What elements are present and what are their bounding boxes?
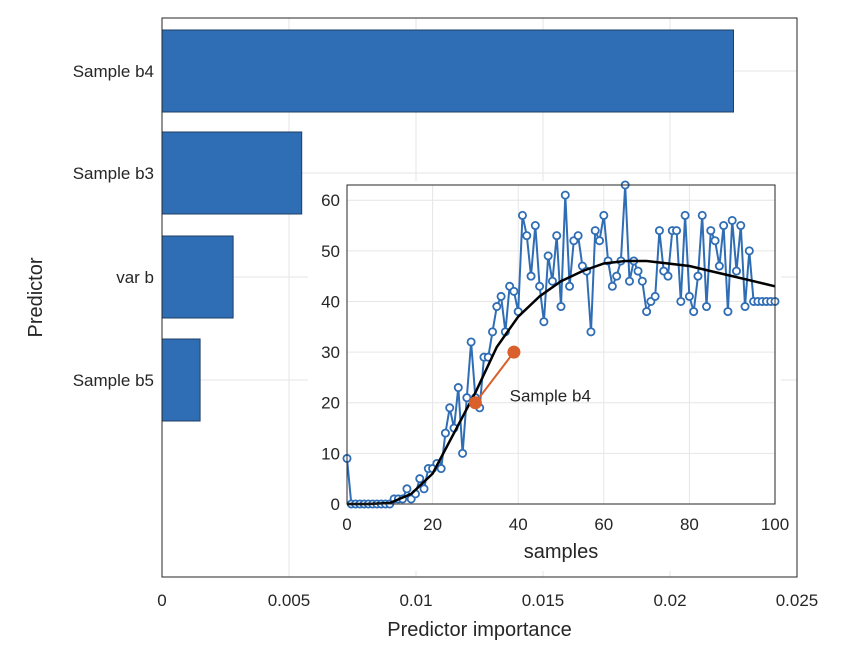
data-point [697,210,707,220]
data-point [496,291,506,301]
data-point [693,271,703,281]
data-point [556,302,566,312]
inset-y-tick-label: 40 [321,292,340,311]
main-x-tick-label: 0.02 [653,591,686,610]
data-point [727,215,737,225]
data-point [612,271,622,281]
data-point [642,307,652,317]
main-y-tick-label: Sample b3 [73,164,154,183]
bar [161,338,201,422]
data-point [676,296,686,306]
main-y-tick-label: Sample b5 [73,371,154,390]
bar [161,29,734,113]
data-point [599,210,609,220]
main-y-axis-label: Predictor [25,257,47,337]
data-point [492,302,502,312]
data-point [624,276,634,286]
highlight-point [507,345,521,359]
data-point [547,276,557,286]
inset-annotation: Sample b4 [510,387,591,406]
data-point [565,281,575,291]
data-point [535,281,545,291]
data-point [633,266,643,276]
data-point [415,474,425,484]
data-point [710,236,720,246]
main-x-tick-label: 0.005 [268,591,311,610]
data-point [740,302,750,312]
data-point [539,317,549,327]
data-point [462,393,472,403]
main-axes-frame [161,17,798,578]
inset-x-tick-label: 0 [342,515,351,534]
data-point [522,231,532,241]
fit-curve [347,259,776,506]
data-point [590,226,600,236]
data-point [445,403,455,413]
data-point [706,226,716,236]
inset-y-tick-label: 50 [321,242,340,261]
main-tick-labels: 0 0.005 0.01 0.015 0.02 0.025 Sample b4 Sample … [73,62,819,610]
main-x-tick-label: 0.025 [776,591,819,610]
data-point [719,221,729,231]
data-point [736,221,746,231]
data-point [526,271,536,281]
data-point [402,484,412,494]
data-point [436,464,446,474]
data-point [663,271,673,281]
data-point [637,276,647,286]
data-point [723,307,733,317]
inset-y-tick-label: 20 [321,394,340,413]
data-point [689,307,699,317]
inset-axes-frame [346,184,776,505]
data-point [419,484,429,494]
data-point [654,226,664,236]
inset-x-tick-label: 100 [761,515,789,534]
data-point [573,231,583,241]
data-point [543,251,553,261]
inset-x-tick-label: 40 [509,515,528,534]
inset-y-tick-label: 10 [321,444,340,463]
inset-x-tick-label: 60 [594,515,613,534]
data-point [607,281,617,291]
bar [161,131,303,215]
main-y-tick-label: var b [116,268,154,287]
bar [161,235,234,319]
inset-tick-labels: 0 20 40 60 80 100 0 10 20 30 40 50 60 [321,191,789,534]
main-x-tick-label: 0.015 [522,591,565,610]
inset-x-axis-label: samples [524,541,598,563]
data-point [702,302,712,312]
main-x-tick-label: 0 [157,591,166,610]
inset-x-tick-label: 20 [423,515,442,534]
data-point [731,266,741,276]
inset-y-tick-label: 0 [331,495,340,514]
series-line [474,351,515,404]
inset-y-tick-label: 30 [321,343,340,362]
data-point [684,291,694,301]
data-point [560,190,570,200]
data-point [453,383,463,393]
inset-y-tick-label: 60 [321,191,340,210]
data-point [488,327,498,337]
data-point [744,246,754,256]
data-point [458,448,468,458]
data-point [595,236,605,246]
data-point [517,210,527,220]
data-point [680,210,690,220]
data-point [714,261,724,271]
main-x-tick-label: 0.01 [399,591,432,610]
main-y-tick-label: Sample b4 [73,62,154,81]
data-point [440,428,450,438]
data-point [509,286,519,296]
data-point [586,327,596,337]
main-x-axis-label: Predictor importance [387,619,572,641]
data-point [530,221,540,231]
data-point [650,291,660,301]
data-point [466,337,476,347]
data-point [552,231,562,241]
data-point [672,226,682,236]
inset-x-tick-label: 80 [680,515,699,534]
highlight-point [468,396,482,410]
